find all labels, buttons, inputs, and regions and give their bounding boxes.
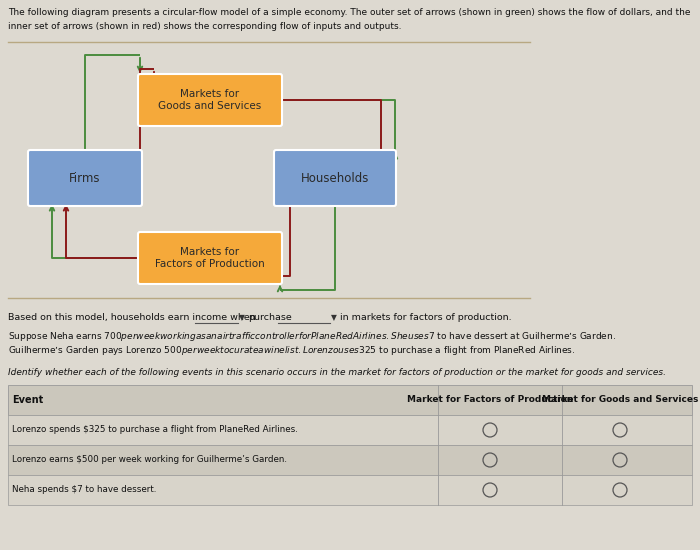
Text: Suppose Neha earns $700 per week working as an air traffic controller for PlaneR: Suppose Neha earns $700 per week working… bbox=[8, 330, 616, 343]
Text: Markets for
Factors of Production: Markets for Factors of Production bbox=[155, 247, 265, 269]
FancyBboxPatch shape bbox=[138, 74, 282, 126]
Text: Market for Goods and Services: Market for Goods and Services bbox=[542, 395, 698, 404]
Text: ▼: ▼ bbox=[239, 313, 245, 322]
FancyBboxPatch shape bbox=[8, 445, 692, 475]
FancyBboxPatch shape bbox=[8, 475, 692, 505]
Text: Firms: Firms bbox=[69, 172, 101, 184]
Text: Lorenzo spends $325 to purchase a flight from PlaneRed Airlines.: Lorenzo spends $325 to purchase a flight… bbox=[12, 426, 298, 434]
FancyBboxPatch shape bbox=[274, 150, 396, 206]
FancyBboxPatch shape bbox=[8, 385, 692, 415]
Text: in markets for factors of production.: in markets for factors of production. bbox=[340, 313, 512, 322]
Text: Based on this model, households earn income when: Based on this model, households earn inc… bbox=[8, 313, 255, 322]
FancyBboxPatch shape bbox=[28, 150, 142, 206]
FancyBboxPatch shape bbox=[8, 415, 692, 445]
Text: inner set of arrows (shown in red) shows the corresponding flow of inputs and ou: inner set of arrows (shown in red) shows… bbox=[8, 22, 402, 31]
Text: ▼: ▼ bbox=[331, 313, 337, 322]
Text: purchase: purchase bbox=[248, 313, 292, 322]
Text: Identify whether each of the following events in this scenario occurs in the mar: Identify whether each of the following e… bbox=[8, 368, 666, 377]
Text: Event: Event bbox=[12, 395, 43, 405]
Text: Markets for
Goods and Services: Markets for Goods and Services bbox=[158, 89, 262, 111]
Text: The following diagram presents a circular-flow model of a simple economy. The ou: The following diagram presents a circula… bbox=[8, 8, 690, 17]
Text: Lorenzo earns $500 per week working for Guilherme’s Garden.: Lorenzo earns $500 per week working for … bbox=[12, 455, 287, 465]
FancyBboxPatch shape bbox=[138, 232, 282, 284]
Text: Market for Factors of Production: Market for Factors of Production bbox=[407, 395, 573, 404]
Text: Households: Households bbox=[301, 172, 369, 184]
Text: Guilherme’s Garden pays Lorenzo $500 per week to curate a wine list. Lorenzo use: Guilherme’s Garden pays Lorenzo $500 per… bbox=[8, 344, 575, 357]
Text: Neha spends $7 to have dessert.: Neha spends $7 to have dessert. bbox=[12, 486, 156, 494]
